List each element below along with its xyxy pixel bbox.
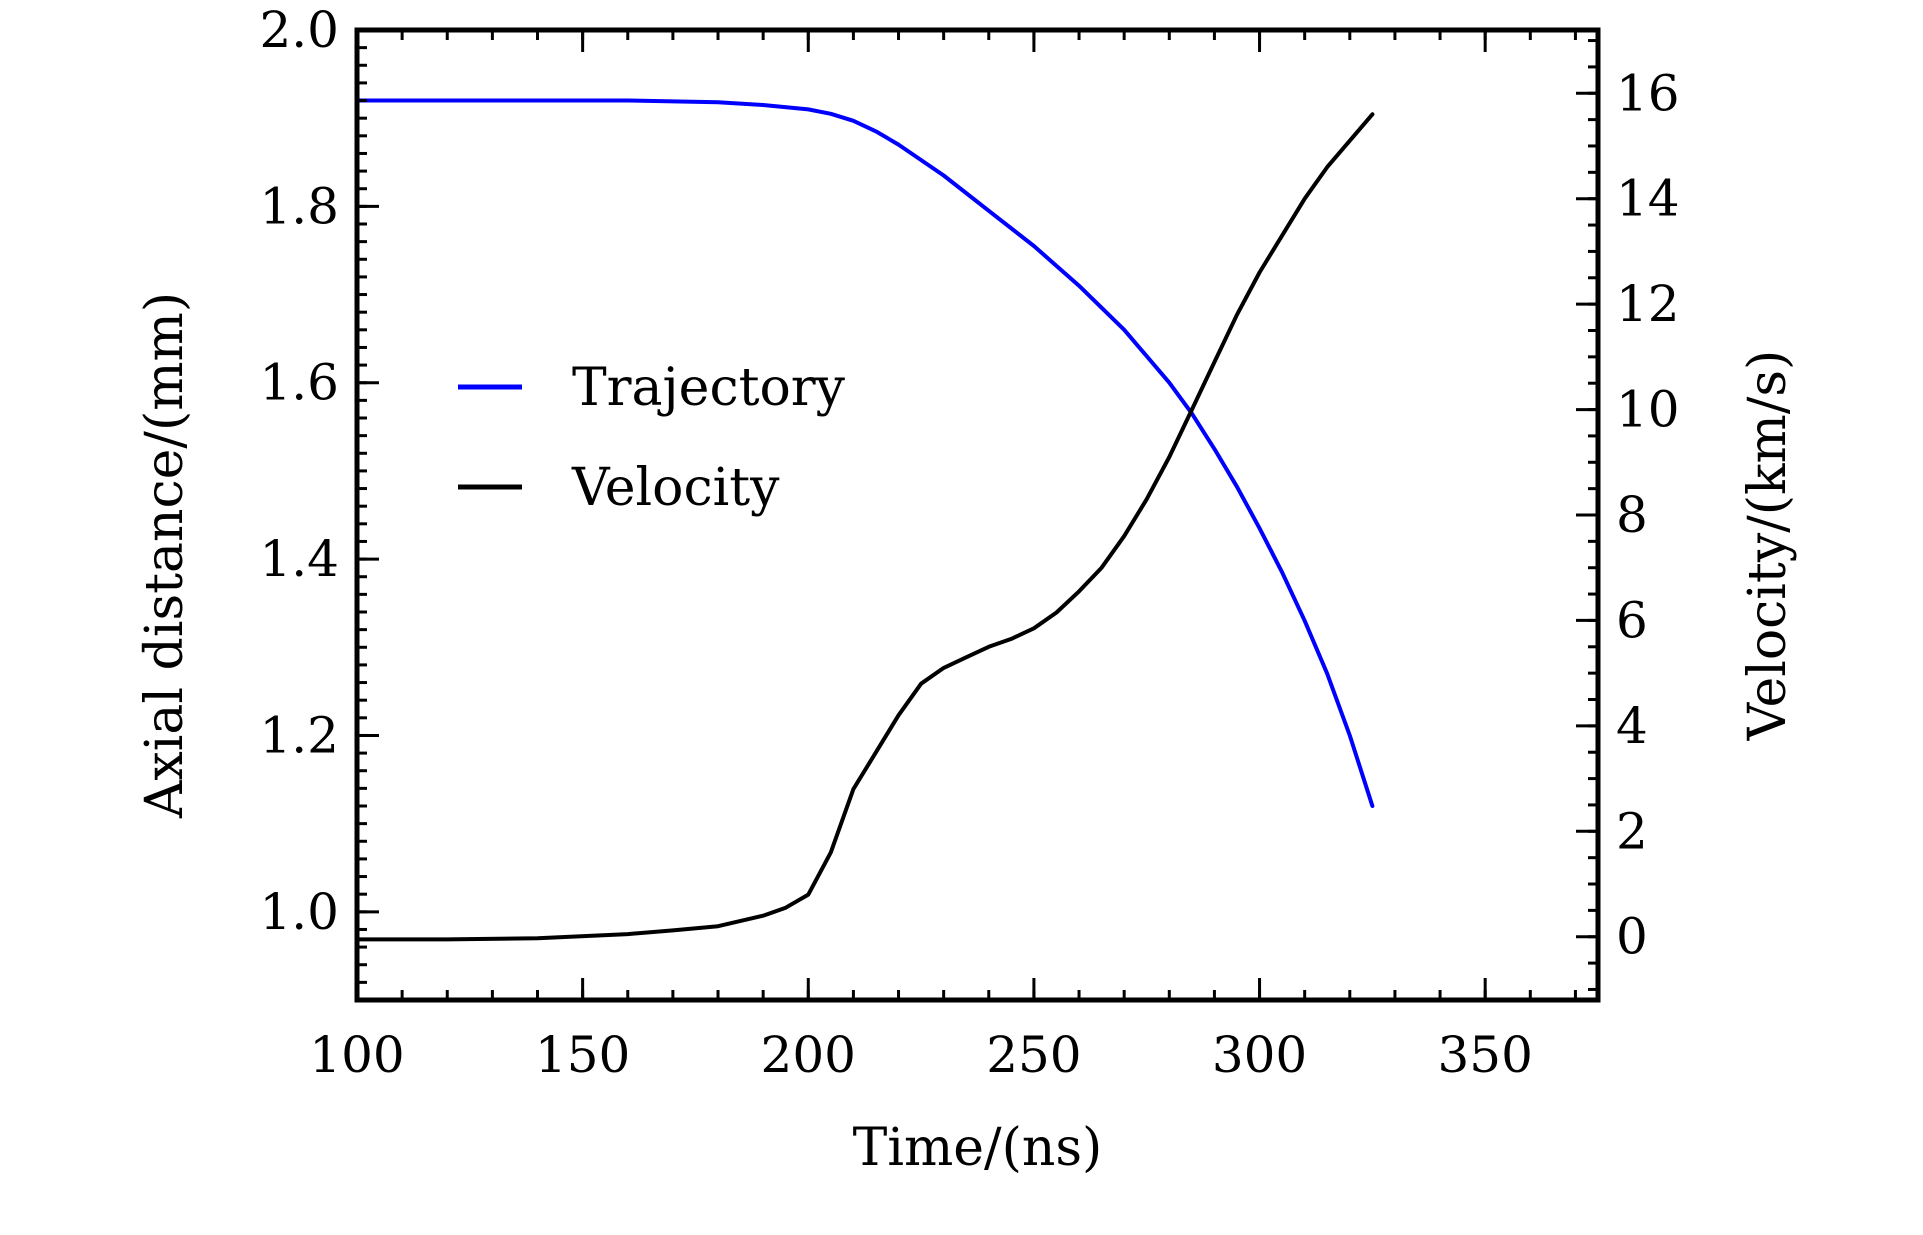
right-y-tick-label: 6 — [1616, 591, 1648, 649]
series-line-trajectory — [355, 98, 1375, 808]
legend: Trajectory Velocity — [458, 358, 846, 518]
left-y-tick-label: 1.4 — [259, 530, 339, 588]
tick-labels: 100 150 200 250 300 350 1.0 1.2 1.4 1.6 1.8 2.0 0 2 4 6… — [259, 1, 1679, 1084]
x-axis-title: Time/(ns) — [853, 1118, 1103, 1178]
legend-label-velocity: Velocity — [571, 458, 780, 518]
right-y-tick-label: 4 — [1616, 697, 1648, 755]
right-y-axis-title: Velocity/(km/s) — [1738, 350, 1798, 742]
right-y-tick-label: 2 — [1616, 802, 1648, 860]
left-y-axis-title: Axial distance/(mm) — [135, 292, 195, 819]
x-tick-label: 100 — [309, 1026, 404, 1084]
right-y-tick-label: 8 — [1616, 486, 1648, 544]
x-tick-label: 200 — [761, 1026, 856, 1084]
x-tick-label: 300 — [1212, 1026, 1307, 1084]
x-tick-label: 150 — [535, 1026, 630, 1084]
series-line-velocity — [355, 112, 1375, 942]
axis-ticks — [355, 28, 1598, 1000]
x-tick-label: 350 — [1437, 1026, 1532, 1084]
left-y-tick-label: 2.0 — [259, 1, 339, 59]
plot-content — [355, 98, 1375, 942]
left-y-tick-label: 1.8 — [259, 177, 339, 235]
right-y-tick-label: 14 — [1616, 170, 1680, 228]
plot-frame — [354, 27, 1601, 1003]
right-y-tick-label: 10 — [1616, 381, 1680, 439]
right-y-tick-label: 16 — [1616, 64, 1680, 122]
left-y-tick-label: 1.0 — [259, 883, 339, 941]
right-y-tick-label: 12 — [1616, 275, 1680, 333]
x-tick-label: 250 — [986, 1026, 1081, 1084]
right-y-tick-label: 0 — [1616, 908, 1648, 966]
left-y-tick-label: 1.6 — [259, 354, 339, 412]
left-y-tick-label: 1.2 — [259, 706, 339, 764]
legend-label-trajectory: Trajectory — [572, 358, 846, 418]
